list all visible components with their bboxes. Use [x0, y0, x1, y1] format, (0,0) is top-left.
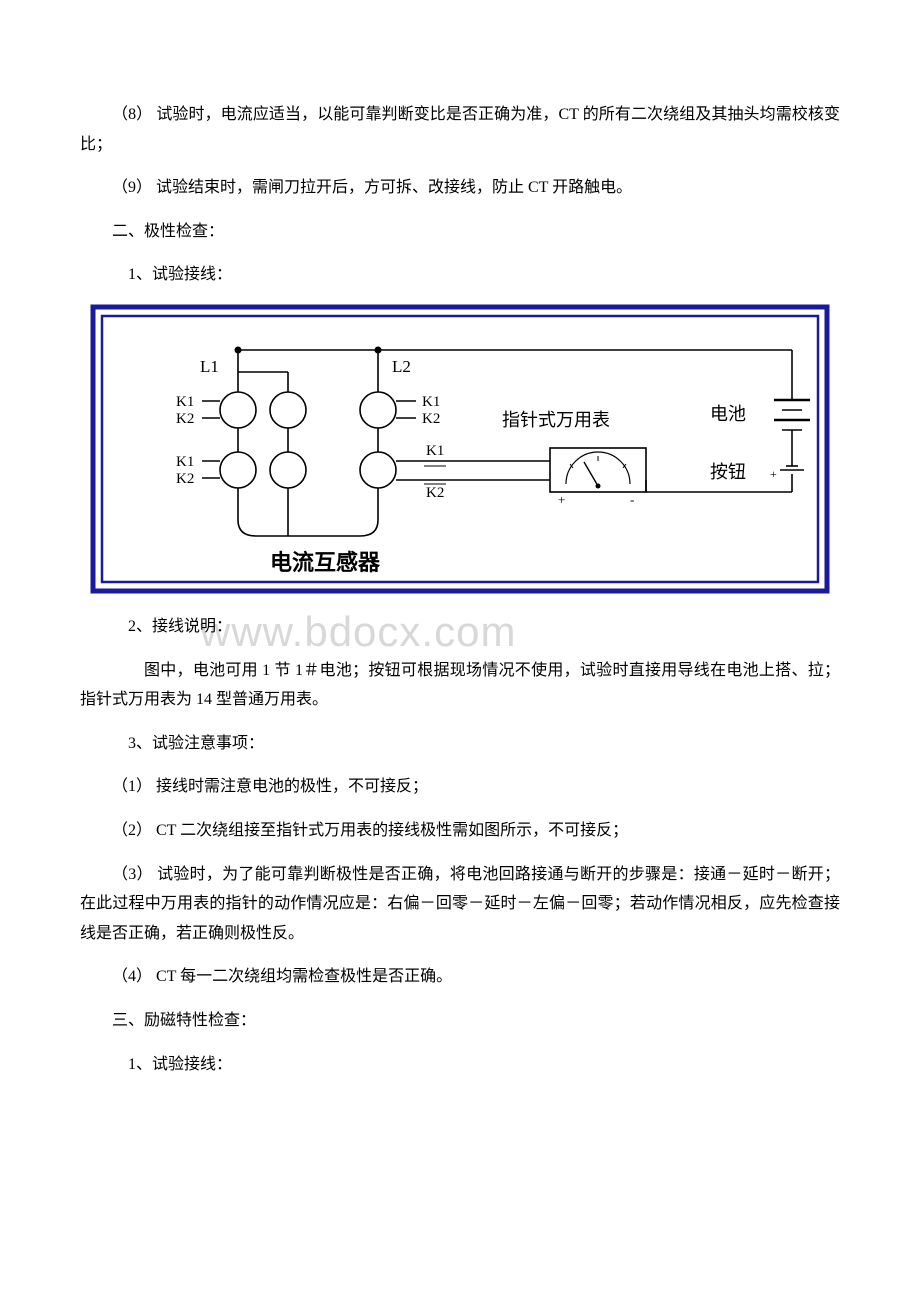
label-K2-2: K2 [176, 471, 194, 487]
label-battery: 电池 [710, 404, 746, 424]
label-K1-4: K1 [426, 443, 444, 459]
section-2-note-2: （2） CT 二次绕组接至指针式万用表的接线极性需如图所示，不可接反； [80, 816, 840, 846]
section-2-item-2: 2、接线说明： [80, 612, 840, 642]
diagram-title: 电流互感器 [270, 550, 381, 575]
label-button: 按钮 [710, 462, 746, 482]
meter-minus: - [630, 492, 634, 507]
paragraph-8: （8） 试验时，电流应适当，以能可靠判断变比是否正确为准，CT 的所有二次绕组及… [80, 100, 840, 159]
label-K1-3: K1 [422, 394, 440, 410]
label-K1-1: K1 [176, 394, 194, 410]
meter-plus: + [558, 492, 565, 507]
paragraph-9: （9） 试验结束时，需闸刀拉开后，方可拆、改接线，防止 CT 开路触电。 [80, 173, 840, 203]
section-2-note-1: （1） 接线时需注意电池的极性，不可接反； [80, 772, 840, 802]
button-plus: + [770, 467, 777, 481]
label-K2-1: K2 [176, 411, 194, 427]
section-2-item-3: 3、试验注意事项： [80, 729, 840, 759]
label-K2-3: K2 [422, 411, 440, 427]
section-2-item-1: 1、试验接线： [80, 260, 840, 290]
section-3-item-1: 1、试验接线： [80, 1050, 840, 1080]
label-L1: L1 [200, 357, 219, 376]
label-L2: L2 [392, 357, 411, 376]
section-2-note-4: （4） CT 每一二次绕组均需检查极性是否正确。 [80, 962, 840, 992]
section-2-item-2-body: 图中，电池可用 1 节 1＃电池；按钮可根据现场情况不使用，试验时直接用导线在电… [80, 656, 840, 715]
label-K2-4: K2 [426, 485, 444, 501]
section-3-title: 三、励磁特性检查： [80, 1006, 840, 1036]
section-2-title: 二、极性检查： [80, 217, 840, 247]
section-2-note-3: （3） 试验时，为了能可靠判断极性是否正确，将电池回路接通与断开的步骤是：接通－… [80, 860, 840, 949]
label-K1-2: K1 [176, 454, 194, 470]
label-meter: 指针式万用表 [502, 410, 610, 430]
polarity-check-diagram: L1 L2 K1 K2 K1 K2 [90, 304, 830, 594]
